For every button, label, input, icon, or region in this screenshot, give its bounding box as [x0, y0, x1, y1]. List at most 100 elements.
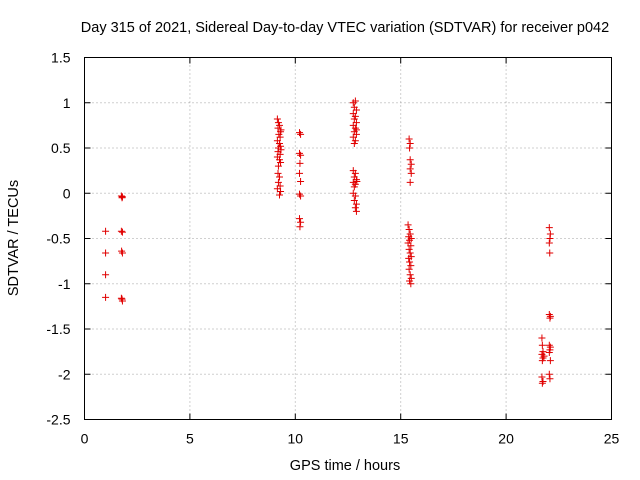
- data-point: [353, 177, 361, 185]
- data-point: [277, 158, 285, 166]
- x-tick-label: 5: [186, 431, 194, 447]
- data-point: [352, 106, 360, 114]
- data-point: [118, 247, 126, 255]
- data-point: [296, 159, 304, 167]
- plot-frame: [84, 57, 612, 420]
- data-point: [296, 190, 304, 198]
- data-point: [406, 144, 414, 152]
- data-point: [406, 178, 414, 186]
- data-point: [545, 370, 553, 378]
- data-point: [406, 165, 414, 173]
- data-point: [274, 124, 282, 132]
- data-point: [117, 192, 125, 200]
- data-point: [102, 249, 110, 257]
- data-point: [351, 169, 359, 177]
- data-point: [352, 200, 360, 208]
- data-point: [351, 192, 359, 200]
- x-tick-label: 25: [604, 431, 620, 447]
- data-point: [545, 311, 553, 319]
- data-point: [352, 207, 360, 215]
- data-point: [351, 204, 359, 212]
- data-point: [406, 271, 414, 279]
- data-point: [405, 135, 413, 143]
- data-point: [274, 178, 282, 186]
- data-point: [405, 254, 413, 262]
- data-point: [545, 341, 553, 349]
- data-point: [297, 130, 305, 138]
- x-tick-label: 0: [81, 431, 89, 447]
- data-point: [406, 156, 414, 164]
- data-point: [545, 224, 553, 232]
- data-point: [546, 235, 554, 242]
- data-point: [296, 169, 304, 177]
- data-point: [405, 225, 413, 233]
- data-point: [296, 223, 304, 231]
- data-point: [118, 228, 126, 236]
- data-point: [407, 280, 415, 288]
- data-points: [102, 97, 554, 387]
- data-point: [275, 173, 283, 181]
- x-tick-label: 15: [393, 431, 409, 447]
- data-point: [545, 349, 553, 357]
- data-point: [405, 245, 413, 253]
- data-point: [276, 133, 284, 141]
- data-point: [277, 146, 285, 154]
- data-point: [538, 373, 546, 381]
- x-axis-label: GPS time / hours: [290, 458, 400, 474]
- data-point: [274, 162, 282, 170]
- data-point: [296, 129, 304, 137]
- data-point: [407, 169, 415, 177]
- x-tick-labels: 0 5 10 15 20 25: [81, 431, 620, 447]
- data-point: [118, 249, 126, 257]
- data-point: [273, 115, 281, 123]
- x-tick-label: 10: [288, 431, 304, 447]
- data-point: [275, 191, 283, 199]
- data-point: [406, 258, 414, 266]
- y-tick-label: -1: [58, 276, 71, 292]
- data-point: [102, 271, 110, 279]
- data-point: [277, 187, 285, 195]
- data-point: [539, 377, 547, 385]
- data-point: [546, 375, 554, 383]
- data-point: [406, 139, 414, 147]
- y-tick-label: 0: [63, 185, 71, 201]
- data-point: [297, 218, 305, 226]
- y-tick-label: 1: [63, 95, 71, 111]
- data-point: [296, 215, 304, 223]
- data-point: [545, 239, 553, 247]
- y-tick-label: -2.5: [46, 412, 70, 428]
- grid: [84, 57, 612, 420]
- data-point: [274, 169, 282, 177]
- data-point: [546, 249, 554, 257]
- data-point: [405, 265, 413, 273]
- data-point: [404, 221, 412, 229]
- data-point: [118, 193, 126, 201]
- data-point: [350, 183, 358, 191]
- axis-ticks: [84, 57, 612, 420]
- data-point: [296, 149, 304, 157]
- data-point: [407, 262, 415, 270]
- data-point: [407, 160, 415, 168]
- data-point: [538, 341, 546, 349]
- data-point: [351, 124, 359, 132]
- data-point: [118, 295, 126, 303]
- y-tick-label: 0.5: [51, 140, 71, 156]
- data-point: [349, 133, 357, 141]
- data-point: [538, 334, 546, 342]
- data-point: [350, 196, 358, 204]
- data-point: [102, 293, 110, 301]
- data-point: [407, 235, 415, 242]
- x-tick-label: 20: [498, 431, 514, 447]
- y-tick-label: -0.5: [46, 231, 70, 247]
- y-tick-label: -1.5: [46, 321, 70, 337]
- y-axis-label: SDTVAR / TECUs: [6, 180, 22, 296]
- data-point: [297, 151, 305, 159]
- data-point: [102, 227, 110, 235]
- data-point: [546, 357, 554, 365]
- y-tick-labels: 1.5 1 0.5 0 -0.5 -1 -1.5 -2 -2.5: [46, 50, 70, 428]
- data-point: [352, 126, 360, 134]
- data-point: [406, 249, 414, 257]
- y-tick-label: -2: [58, 366, 71, 382]
- data-point: [350, 139, 358, 147]
